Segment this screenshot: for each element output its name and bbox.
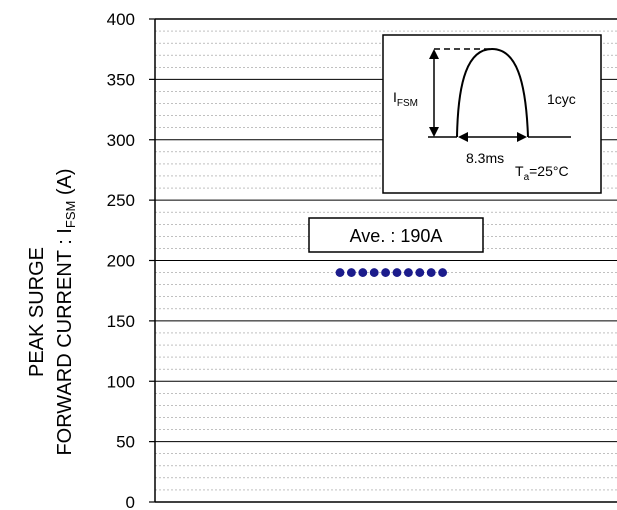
- data-point: [404, 268, 413, 277]
- data-point: [426, 268, 436, 277]
- y-axis-title-line1: PEAK SURGE: [26, 247, 48, 377]
- inset-half-sine-wave: [456, 47, 529, 138]
- data-point: [347, 268, 356, 277]
- y-tick-label: 0: [126, 493, 135, 510]
- data-point: [381, 268, 390, 277]
- inset-arrowhead-top: [429, 49, 439, 59]
- inset-ifsm-label: IFSM: [393, 89, 418, 109]
- data-point: [438, 268, 447, 277]
- data-point: [369, 268, 379, 277]
- y-axis-title-line2: FORWARD CURRENT : IFSM (A): [54, 168, 78, 455]
- y-tick-label: 150: [107, 312, 135, 331]
- inset-frame: [382, 34, 602, 194]
- y-tick-label: 300: [107, 131, 135, 150]
- average-annotation-text: Ave. : 190A: [350, 226, 443, 246]
- inset-waveform-diagram: IFSM 1cyc 8.3ms Ta=25°C: [382, 34, 602, 194]
- data-point: [335, 268, 345, 277]
- inset-period-label: 8.3ms: [466, 150, 504, 166]
- y-tick-label: 100: [107, 372, 135, 391]
- data-point: [358, 268, 368, 277]
- inset-arrowhead-bottom: [429, 127, 439, 137]
- average-annotation: Ave. : 190A: [308, 217, 484, 253]
- y-tick-label: 200: [107, 252, 135, 271]
- y-tick-label: 50: [116, 433, 135, 452]
- inset-period-arrowhead-right: [517, 132, 527, 142]
- y-tick-label: 350: [107, 70, 135, 89]
- average-annotation-box: [308, 217, 484, 253]
- inset-temperature-label: Ta=25°C: [515, 163, 569, 183]
- data-point: [415, 268, 425, 277]
- inset-cycles-label: 1cyc: [547, 91, 576, 107]
- y-tick-labels: 0 50 100 150 200 250 300 350 400: [107, 10, 155, 510]
- y-tick-label: 400: [107, 10, 135, 29]
- data-point: [392, 268, 402, 277]
- y-tick-label: 250: [107, 191, 135, 210]
- data-points: [335, 268, 447, 277]
- inset-period-arrowhead-left: [458, 132, 468, 142]
